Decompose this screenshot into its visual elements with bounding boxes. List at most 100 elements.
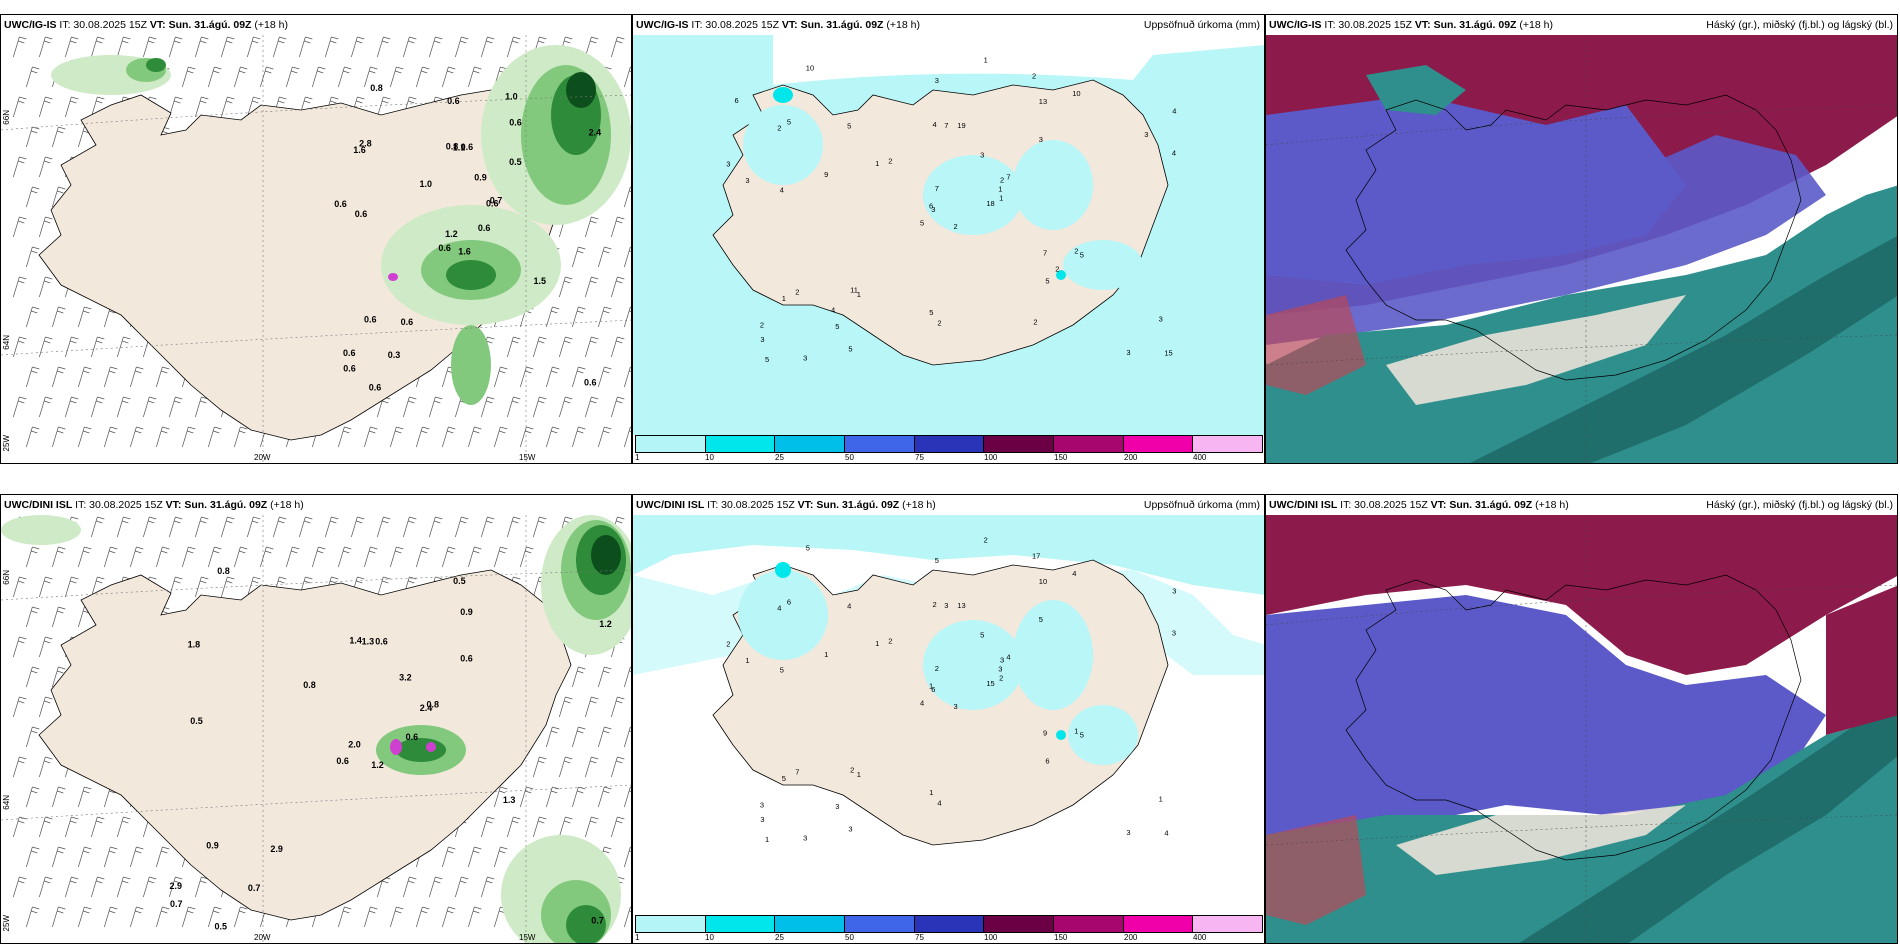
- wind-barb: [467, 846, 482, 868]
- value-label: 1.4: [349, 635, 362, 645]
- panel-title: Háský (gr.), miðský (fj.bl.) og lágský (…: [1706, 19, 1893, 31]
- lat-label-64n: 64N: [2, 795, 11, 810]
- wind-barb: [168, 96, 183, 118]
- wind-barb: [402, 36, 417, 58]
- wind-barb: [441, 546, 456, 568]
- panel-header: UWC/IG-IS IT: 30.08.2025 15Z VT: Sun. 31…: [1266, 15, 1897, 35]
- value-label: 4: [1164, 829, 1168, 838]
- value-label: 2: [1033, 318, 1037, 327]
- wind-barb: [181, 546, 196, 568]
- colorbar-tick: 100: [984, 453, 998, 462]
- value-label: 5: [1039, 615, 1043, 624]
- wind-barb: [545, 726, 560, 748]
- wind-barb: [12, 756, 27, 778]
- wind-barb: [38, 576, 53, 598]
- valid-time: Sun. 31.ágú. 09Z: [184, 499, 268, 511]
- value-label: 2: [933, 600, 937, 609]
- value-label: 7: [944, 121, 948, 130]
- wind-barb: [25, 786, 40, 808]
- colorbar-tick: 400: [1193, 453, 1207, 462]
- wind-barb: [584, 276, 599, 298]
- iceland-land: [38, 569, 572, 921]
- value-label: 0.6: [447, 96, 460, 106]
- wind-barb: [194, 876, 209, 898]
- wind-barb: [428, 516, 443, 538]
- wind-barb: [103, 546, 118, 568]
- lon-label-20w: 20W: [254, 453, 271, 462]
- wind-barb: [597, 426, 612, 448]
- value-label: 3: [760, 800, 764, 809]
- wind-barb: [194, 576, 209, 598]
- wind-barb: [610, 276, 625, 298]
- colorbar-tick: 10: [705, 453, 714, 462]
- wind-barb: [77, 846, 92, 868]
- wind-barb: [90, 36, 105, 58]
- wind-barb: [571, 786, 586, 808]
- colorbar-tick: 50: [845, 933, 854, 942]
- wind-barb: [506, 396, 521, 418]
- value-label: 0.8: [370, 83, 383, 93]
- init-time: IT: 30.08.2025 15Z: [59, 19, 147, 31]
- wind-barb: [389, 906, 404, 928]
- value-label: 5: [806, 544, 810, 553]
- wind-barb: [194, 36, 209, 58]
- wind-barb: [168, 396, 183, 418]
- value-label: 0.8: [303, 680, 316, 690]
- precip-shading: [51, 45, 631, 405]
- wind-barb: [402, 516, 417, 538]
- colorbar-tick: 400: [1193, 933, 1207, 942]
- wind-barb: [571, 306, 586, 328]
- wind-barb: [610, 816, 625, 838]
- wind-barb: [155, 426, 170, 448]
- colorbar-swatch: [775, 916, 846, 932]
- wind-barb: [25, 246, 40, 268]
- wind-barb: [571, 246, 586, 268]
- value-label: 3: [726, 160, 730, 169]
- wind-barb: [38, 876, 53, 898]
- wind-barb: [610, 696, 625, 718]
- valid-prefix: VT:: [149, 19, 166, 31]
- wind-barb: [51, 786, 66, 808]
- wind-barb: [428, 396, 443, 418]
- wind-barb: [194, 96, 209, 118]
- wind-barb: [25, 366, 40, 388]
- init-time: IT: 30.08.2025 15Z: [691, 19, 779, 31]
- value-label: 0.6: [334, 199, 347, 209]
- value-label: 3: [931, 205, 935, 214]
- wind-barb: [38, 336, 53, 358]
- wind-barb: [90, 516, 105, 538]
- wind-barb: [12, 876, 27, 898]
- valid-time: Sun. 31.ágú. 09Z: [1433, 19, 1517, 31]
- wind-barb: [545, 366, 560, 388]
- panel-header: UWC/IG-IS IT: 30.08.2025 15Z VT: Sun. 31…: [633, 15, 1264, 35]
- value-label: 0.6: [343, 348, 356, 358]
- wind-barb: [415, 426, 430, 448]
- value-label: 1.3: [503, 795, 516, 805]
- value-label: 0.5: [215, 922, 228, 932]
- wind-barb: [38, 156, 53, 178]
- wind-barb: [168, 576, 183, 598]
- wind-barb: [12, 216, 27, 238]
- wind-barb: [532, 816, 547, 838]
- grid-lines: [1, 35, 631, 463]
- wind-barb: [402, 876, 417, 898]
- wind-barb: [441, 906, 456, 928]
- value-label: 3: [944, 601, 948, 610]
- value-label: 5: [1045, 277, 1049, 286]
- coastline: [1345, 574, 1802, 861]
- wind-barb: [324, 516, 339, 538]
- wind-barb: [480, 516, 495, 538]
- value-label: 1.5: [534, 276, 547, 286]
- wind-barb: [51, 606, 66, 628]
- cloud-cover-map: [1266, 515, 1897, 943]
- lead-time: (+18 h): [270, 499, 304, 511]
- valid-prefix: VT:: [1414, 19, 1431, 31]
- wind-barb: [480, 876, 495, 898]
- value-label: 4: [937, 798, 941, 807]
- wind-barb: [168, 36, 183, 58]
- lead-time: (+18 h): [254, 19, 288, 31]
- value-label: 0.6: [478, 223, 491, 233]
- wind-barb: [233, 426, 248, 448]
- lat-label-64n: 64N: [2, 335, 11, 350]
- init-time: IT: 30.08.2025 15Z: [1324, 19, 1412, 31]
